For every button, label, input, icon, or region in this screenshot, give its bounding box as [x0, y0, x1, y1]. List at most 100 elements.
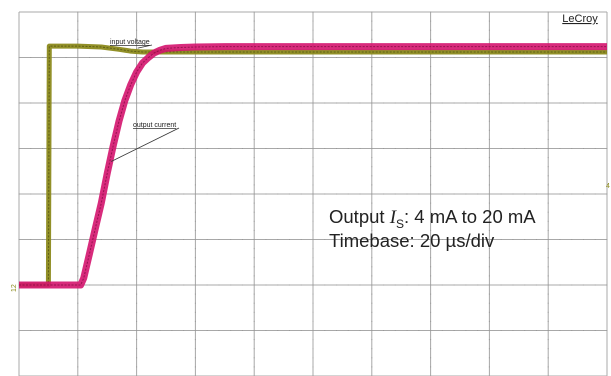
- grid-dot: [371, 284, 373, 286]
- grid-dot: [547, 102, 549, 104]
- grid-dot: [194, 129, 196, 131]
- grid-dot: [488, 366, 490, 368]
- grid-dot: [524, 284, 526, 286]
- grid-dot: [206, 193, 208, 195]
- grid-dot: [512, 330, 514, 331]
- grid-dot: [277, 102, 279, 104]
- grid-dot: [300, 330, 302, 331]
- grid-dot: [77, 366, 79, 368]
- grid-dot: [371, 339, 373, 341]
- grid-dot: [371, 220, 373, 222]
- grid-dot: [312, 111, 314, 113]
- grid-dot: [124, 148, 126, 149]
- grid-dot: [547, 293, 549, 295]
- grid-dot: [524, 102, 526, 104]
- grid-dot: [124, 57, 126, 58]
- grid-dot: [371, 193, 373, 195]
- grid-dot: [441, 57, 443, 58]
- grid-dot: [547, 339, 549, 341]
- grid-dot: [312, 11, 314, 13]
- grid-dot: [488, 229, 490, 231]
- grid-dot: [383, 102, 385, 104]
- grid-dot: [253, 311, 255, 313]
- grid-dot: [206, 284, 208, 286]
- grid-dot: [559, 102, 561, 104]
- grid-dot: [500, 284, 502, 286]
- grid-dot: [441, 193, 443, 195]
- grid-dot: [371, 129, 373, 131]
- grid-dot: [136, 311, 138, 313]
- grid-dot: [312, 75, 314, 77]
- grid-dot: [324, 239, 326, 240]
- grid-dot: [406, 193, 408, 195]
- grid-dot: [136, 84, 138, 86]
- grid-dot: [312, 293, 314, 295]
- grid-dot: [371, 311, 373, 313]
- grid-dot: [253, 102, 255, 104]
- grid-dot: [559, 284, 561, 286]
- grid-dot: [535, 148, 537, 149]
- grid-dot: [218, 284, 220, 286]
- grid-dot: [136, 339, 138, 341]
- grid-dot: [136, 211, 138, 213]
- grid-dot: [312, 175, 314, 177]
- grid-dot: [312, 193, 314, 195]
- grid-dot: [77, 166, 79, 168]
- grid-dot: [547, 257, 549, 259]
- grid-dot: [136, 330, 138, 331]
- grid-dot: [30, 102, 32, 104]
- grid-dot: [77, 211, 79, 213]
- grid-dot: [230, 330, 232, 331]
- grid-dot: [194, 275, 196, 277]
- grid-dot: [53, 330, 55, 331]
- grid-dot: [253, 293, 255, 295]
- grid-dot: [77, 93, 79, 95]
- grid-dot: [253, 148, 255, 149]
- grid-dot: [218, 193, 220, 195]
- grid-dot: [430, 20, 432, 22]
- grid-dot: [136, 138, 138, 140]
- grid-dot: [253, 38, 255, 40]
- grid-dot: [136, 220, 138, 222]
- grid-dot: [430, 102, 432, 104]
- grid-dot: [300, 57, 302, 58]
- grid-dot: [312, 138, 314, 140]
- grid-dot: [488, 339, 490, 341]
- grid-dot: [524, 239, 526, 240]
- grid-dot: [136, 357, 138, 359]
- grid-dot: [512, 102, 514, 104]
- grid-dot: [488, 184, 490, 186]
- grid-dot: [547, 93, 549, 95]
- grid-dot: [488, 220, 490, 222]
- grid-dot: [194, 229, 196, 231]
- grid-dot: [77, 229, 79, 231]
- grid-dot: [571, 330, 573, 331]
- grid-dot: [77, 148, 79, 149]
- grid-dot: [430, 239, 432, 240]
- grid-dot: [194, 302, 196, 304]
- grid-dot: [42, 193, 44, 195]
- grid-dot: [265, 57, 267, 58]
- grid-dot: [65, 148, 67, 149]
- grid-dot: [277, 330, 279, 331]
- grid-dot: [253, 366, 255, 368]
- grid-dot: [89, 102, 91, 104]
- grid-dot: [547, 129, 549, 131]
- grid-dot: [18, 102, 20, 104]
- grid-dot: [253, 166, 255, 168]
- grid-dot: [430, 266, 432, 268]
- grid-dot: [594, 239, 596, 240]
- grid-dot: [430, 339, 432, 341]
- grid-dot: [371, 257, 373, 259]
- grid-dot: [42, 239, 44, 240]
- grid-dot: [336, 284, 338, 286]
- grid-dot: [265, 284, 267, 286]
- grid-dot: [136, 29, 138, 31]
- grid-dot: [136, 193, 138, 195]
- grid-dot: [136, 57, 138, 58]
- grid-dot: [183, 330, 185, 331]
- grid-dot: [571, 148, 573, 149]
- grid-dot: [512, 57, 514, 58]
- grid-dot: [547, 138, 549, 140]
- grid-dot: [312, 148, 314, 149]
